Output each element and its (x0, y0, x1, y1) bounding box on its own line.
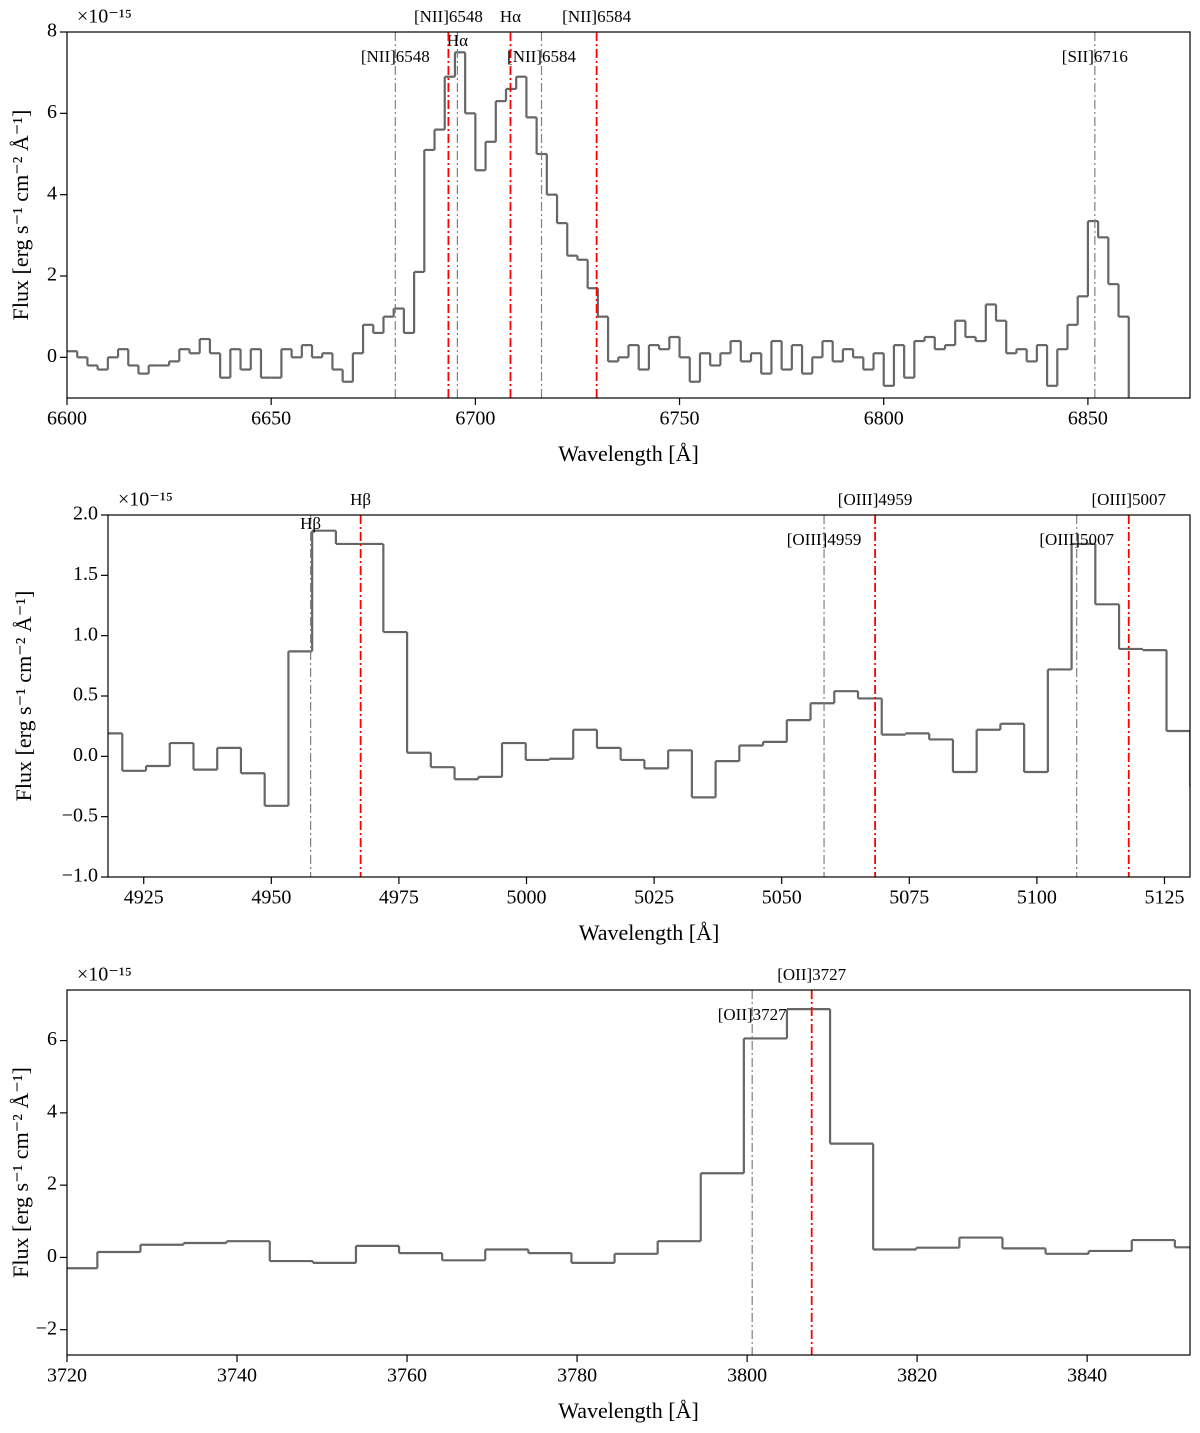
x-tick-label: 3800 (727, 1365, 767, 1387)
y-tick-label: 1.0 (73, 623, 98, 645)
x-tick-label: 5075 (889, 887, 929, 909)
spectrum (67, 1008, 1190, 1270)
y-tick-label: 2.0 (73, 503, 98, 525)
axes-frame (66, 989, 1191, 1356)
emission-line-label: [NII]6584 (562, 7, 631, 26)
emission-line-label: Hα (447, 31, 468, 50)
x-tick-label: 6850 (1068, 408, 1108, 430)
emission-line-label: [NII]6584 (507, 47, 576, 66)
x-tick-label: 3740 (217, 1365, 257, 1387)
y-offset-label: ×10⁻¹⁵ (118, 489, 173, 511)
axes-frame (107, 514, 1191, 878)
y-tick-label: 4 (47, 182, 57, 204)
y-tick-label: −0.5 (62, 804, 98, 826)
y-tick-label: 0 (47, 345, 57, 367)
emission-line-label: Hβ (350, 490, 371, 509)
y-offset-label: ×10⁻¹⁵ (77, 6, 132, 28)
y-tick-label: 2 (47, 1173, 57, 1195)
x-tick-label: 6700 (455, 408, 495, 430)
x-axis-label: Wavelength [Å] (579, 920, 720, 945)
y-tick-label: 0.5 (73, 684, 98, 706)
y-offset-label: ×10⁻¹⁵ (77, 964, 132, 986)
x-tick-label: 3760 (387, 1365, 427, 1387)
x-tick-label: 4950 (251, 887, 291, 909)
y-tick-label: 8 (47, 20, 57, 42)
y-tick-label: 6 (47, 1028, 57, 1050)
y-tick-label: −1.0 (62, 865, 98, 887)
y-axis-label: Flux [erg s⁻¹ cm⁻² Å⁻¹] (11, 591, 36, 802)
x-tick-label: 4925 (124, 887, 164, 909)
y-tick-label: 4 (47, 1100, 57, 1122)
x-tick-label: 5100 (1017, 887, 1057, 909)
x-tick-label: 3820 (897, 1365, 937, 1387)
x-tick-label: 5050 (762, 887, 802, 909)
x-tick-label: 4975 (379, 887, 419, 909)
x-tick-label: 5125 (1144, 887, 1184, 909)
y-tick-label: 1.5 (73, 563, 98, 585)
x-axis-label: Wavelength [Å] (558, 441, 699, 466)
x-tick-label: 6600 (47, 408, 87, 430)
y-tick-label: 6 (47, 101, 57, 123)
y-axis-label: Flux [erg s⁻¹ cm⁻² Å⁻¹] (8, 1067, 33, 1278)
emission-line-label: [OIII]4959 (838, 490, 913, 509)
emission-line-label: [NII]6548 (361, 47, 430, 66)
y-tick-label: −2 (36, 1317, 57, 1339)
x-tick-label: 6750 (660, 408, 700, 430)
emission-line-label: [NII]6548 (414, 7, 483, 26)
x-tick-label: 3720 (47, 1365, 87, 1387)
x-tick-label: 5000 (507, 887, 547, 909)
spectrum (108, 529, 1190, 807)
y-tick-label: 0 (47, 1245, 57, 1267)
emission-line-label: Hα (500, 7, 521, 26)
emission-line-label: [OII]3727 (777, 965, 846, 984)
emission-line-label: Hβ (300, 514, 321, 533)
x-tick-label: 3780 (557, 1365, 597, 1387)
x-tick-label: 6650 (251, 408, 291, 430)
y-axis-label: Flux [erg s⁻¹ cm⁻² Å⁻¹] (8, 110, 33, 321)
emission-line-label: [OIII]5007 (1039, 530, 1114, 549)
axes-frame (66, 31, 1191, 399)
spectrum (67, 51, 1130, 398)
x-axis-label: Wavelength [Å] (558, 1398, 699, 1423)
emission-line-label: [OIII]5007 (1091, 490, 1166, 509)
y-tick-label: 0.0 (73, 744, 98, 766)
x-tick-label: 3840 (1067, 1365, 1107, 1387)
x-tick-label: 5025 (634, 887, 674, 909)
emission-line-label: [OIII]4959 (787, 530, 862, 549)
x-tick-label: 6800 (864, 408, 904, 430)
emission-line-label: [OII]3727 (718, 1005, 787, 1024)
y-tick-label: 2 (47, 264, 57, 286)
emission-line-label: [SII]6716 (1062, 47, 1128, 66)
